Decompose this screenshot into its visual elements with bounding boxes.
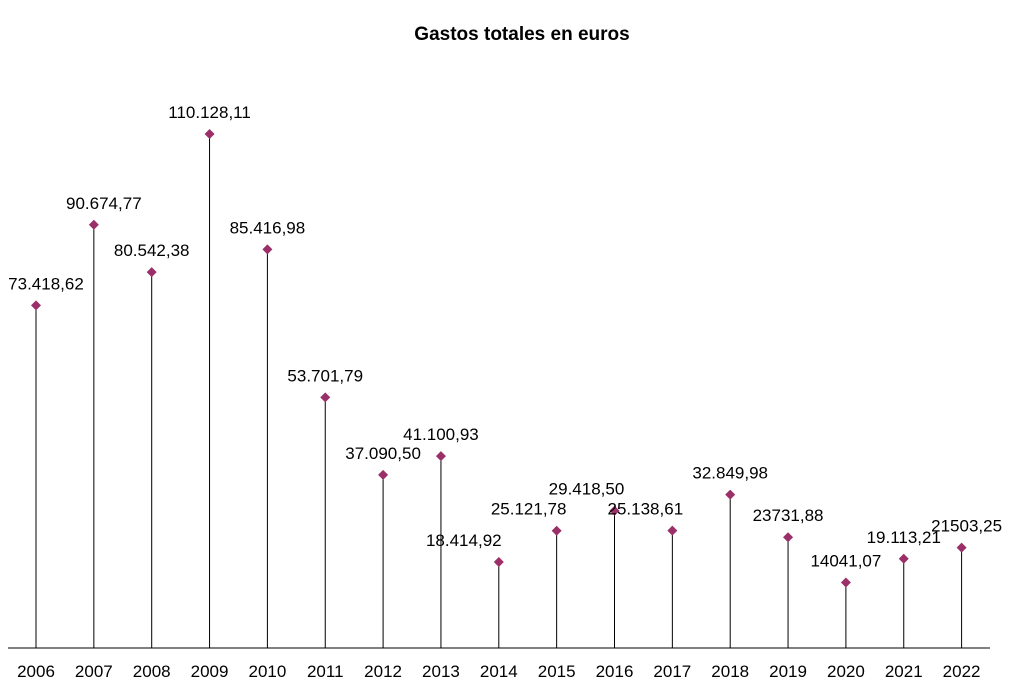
data-label-2007: 90.674,77: [66, 194, 142, 213]
data-label-2021: 19.113,21: [867, 528, 941, 547]
data-label-2015: 25.121,78: [491, 500, 567, 519]
chart-title: Gastos totales en euros: [414, 24, 630, 45]
tick-label-2013: 2013: [422, 662, 460, 681]
markers-group: [31, 129, 967, 588]
data-label-2020: 14041,07: [810, 551, 881, 570]
tick-label-2018: 2018: [711, 662, 749, 681]
marker-2018: [725, 489, 736, 500]
marker-2021: [898, 553, 909, 564]
tick-label-2016: 2016: [596, 662, 634, 681]
marker-2014: [493, 557, 504, 568]
marker-2020: [840, 577, 851, 588]
marker-2022: [956, 542, 967, 553]
data-label-2019: 23731,88: [753, 506, 824, 525]
data-label-2022: 21503,25: [931, 517, 1002, 536]
tick-label-2006: 2006: [17, 662, 55, 681]
data-label-2017: 25.138,61: [608, 500, 684, 519]
tick-label-2019: 2019: [769, 662, 807, 681]
data-label-2016: 29.418,50: [549, 480, 625, 499]
tick-label-2012: 2012: [364, 662, 402, 681]
tick-label-2008: 2008: [133, 662, 171, 681]
data-labels-group: 73.418,62 90.674,77 80.542,38 110.128,11 85.…: [8, 103, 1002, 570]
marker-2019: [783, 532, 794, 543]
data-label-2006: 73.418,62: [8, 274, 84, 293]
tick-label-2017: 2017: [653, 662, 691, 681]
tick-label-2020: 2020: [827, 662, 865, 681]
marker-2013: [435, 451, 446, 462]
marker-2007: [88, 219, 99, 230]
tick-label-2007: 2007: [75, 662, 113, 681]
marker-2010: [262, 244, 273, 255]
marker-2011: [320, 392, 331, 403]
marker-2016: [609, 505, 620, 516]
data-label-2012: 37.090,50: [345, 444, 421, 463]
tick-label-2015: 2015: [538, 662, 576, 681]
data-label-2013: 41.100,93: [403, 425, 479, 444]
tick-label-2014: 2014: [480, 662, 518, 681]
tick-label-2022: 2022: [943, 662, 981, 681]
tick-label-2021: 2021: [885, 662, 923, 681]
data-label-2014: 18.414,92: [426, 531, 502, 550]
marker-2008: [146, 267, 157, 278]
stems-group: [35, 134, 963, 648]
marker-2012: [378, 469, 389, 480]
marker-2015: [551, 525, 562, 536]
marker-2017: [667, 525, 678, 536]
data-label-2011: 53.701,79: [287, 366, 363, 385]
tick-label-2010: 2010: [248, 662, 286, 681]
marker-2009: [204, 129, 215, 139]
tick-labels-group: 2006 2007 2008 2009 2010 2011 2012 2013 2014 2015…: [17, 662, 980, 681]
data-label-2009: 110.128,11: [168, 103, 251, 122]
data-label-2018: 32.849,98: [692, 464, 768, 483]
marker-2006: [31, 300, 41, 311]
tick-label-2011: 2011: [307, 662, 344, 681]
data-label-2008: 80.542,38: [114, 241, 190, 260]
data-label-2010: 85.416,98: [230, 218, 306, 237]
tick-label-2009: 2009: [191, 662, 229, 681]
